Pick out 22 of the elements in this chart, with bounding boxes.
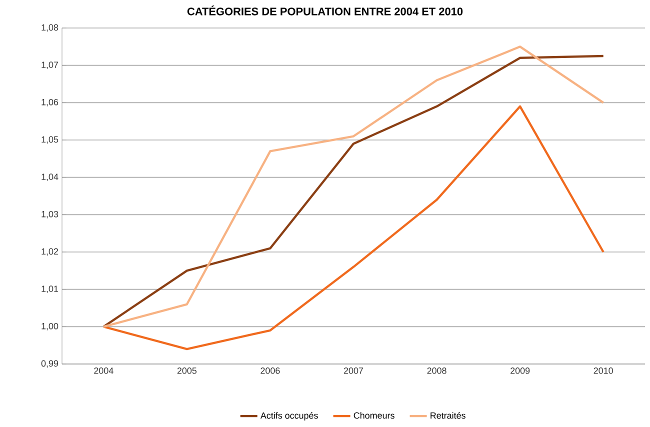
y-tick-label: 1,07 <box>42 62 58 70</box>
legend-label: Retraités <box>430 412 466 419</box>
y-tick-label: 1,04 <box>42 174 58 182</box>
y-tick-label: 1,01 <box>42 286 58 294</box>
x-tick-label: 2004 <box>94 368 114 374</box>
x-tick-label: 2005 <box>177 368 197 374</box>
x-tick-label: 2009 <box>510 368 530 374</box>
y-tick-label: 1,06 <box>42 98 58 106</box>
chart-title: CATÉGORIES DE POPULATION ENTRE 2004 ET 2010 <box>187 6 463 16</box>
y-tick-label: 1,08 <box>42 24 58 32</box>
line-series <box>102 105 604 350</box>
y-tick-label: 0,99 <box>41 360 58 368</box>
x-tick-label: 2010 <box>594 368 613 374</box>
y-tick-label: 1,02 <box>42 248 58 256</box>
x-tick-label: 2006 <box>260 368 280 374</box>
x-tick-label: 2007 <box>344 368 364 374</box>
legend-label: Actifs occupés <box>260 412 318 420</box>
x-tick-label: 2008 <box>427 368 446 374</box>
y-tick-label: 1,00 <box>42 322 58 330</box>
y-tick-label: 1,03 <box>42 210 58 218</box>
y-tick-label: 1,05 <box>42 136 58 144</box>
legend-label: Chomeurs <box>354 412 394 419</box>
